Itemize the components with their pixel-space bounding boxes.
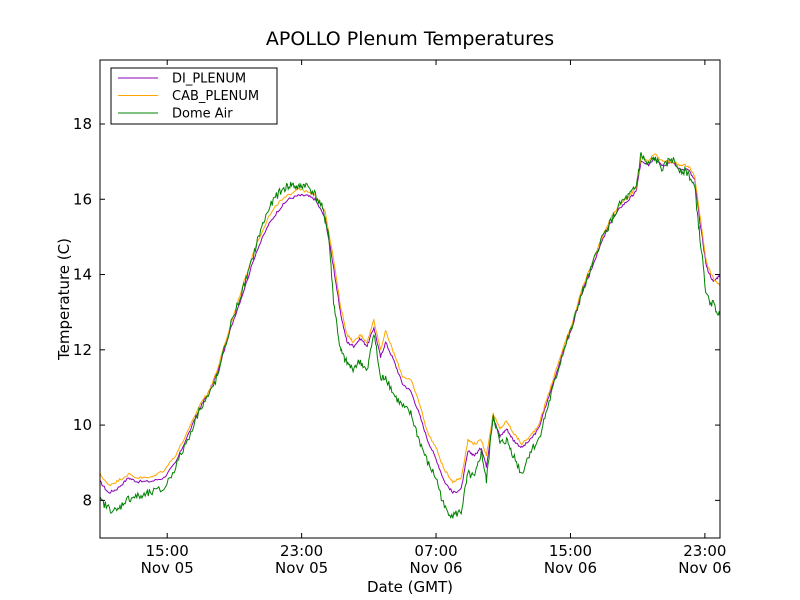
series-line-dome-air (100, 152, 720, 519)
legend-label: DI_PLENUM (172, 72, 246, 87)
legend: DI_PLENUM CAB_PLENUM Dome Air (110, 67, 278, 125)
x-tick-label-date: Nov 05 (141, 559, 194, 577)
plot-frame (99, 59, 721, 539)
x-tick-label-date: Nov 06 (544, 559, 597, 577)
x-tick-label-date: Nov 06 (409, 559, 462, 577)
x-tick-label-time: 15:00 (549, 542, 592, 560)
chart-title: APOLLO Plenum Temperatures (266, 28, 554, 50)
y-tick-label: 12 (73, 341, 92, 359)
y-axis: 8 10 12 14 16 18 (73, 115, 720, 509)
x-axis-label: Date (GMT) (367, 578, 453, 596)
x-tick-label-date: Nov 06 (678, 559, 731, 577)
x-tick-label-time: 23:00 (683, 542, 726, 560)
y-tick-label: 16 (73, 190, 92, 208)
y-tick-label: 18 (73, 115, 92, 133)
x-tick-label-time: 15:00 (146, 542, 189, 560)
x-tick-label-time: 23:00 (280, 542, 323, 560)
legend-label: Dome Air (172, 107, 233, 122)
series-line-di-plenum (100, 157, 720, 495)
y-tick-label: 10 (73, 416, 92, 434)
y-tick-label: 8 (82, 491, 92, 509)
series-layer (100, 152, 720, 519)
y-axis-label: Temperature (C) (55, 238, 73, 361)
y-tick-label: 14 (73, 266, 92, 284)
x-tick-label-date: Nov 05 (275, 559, 328, 577)
x-tick-label-time: 07:00 (414, 542, 457, 560)
legend-label: CAB_PLENUM (172, 89, 259, 104)
